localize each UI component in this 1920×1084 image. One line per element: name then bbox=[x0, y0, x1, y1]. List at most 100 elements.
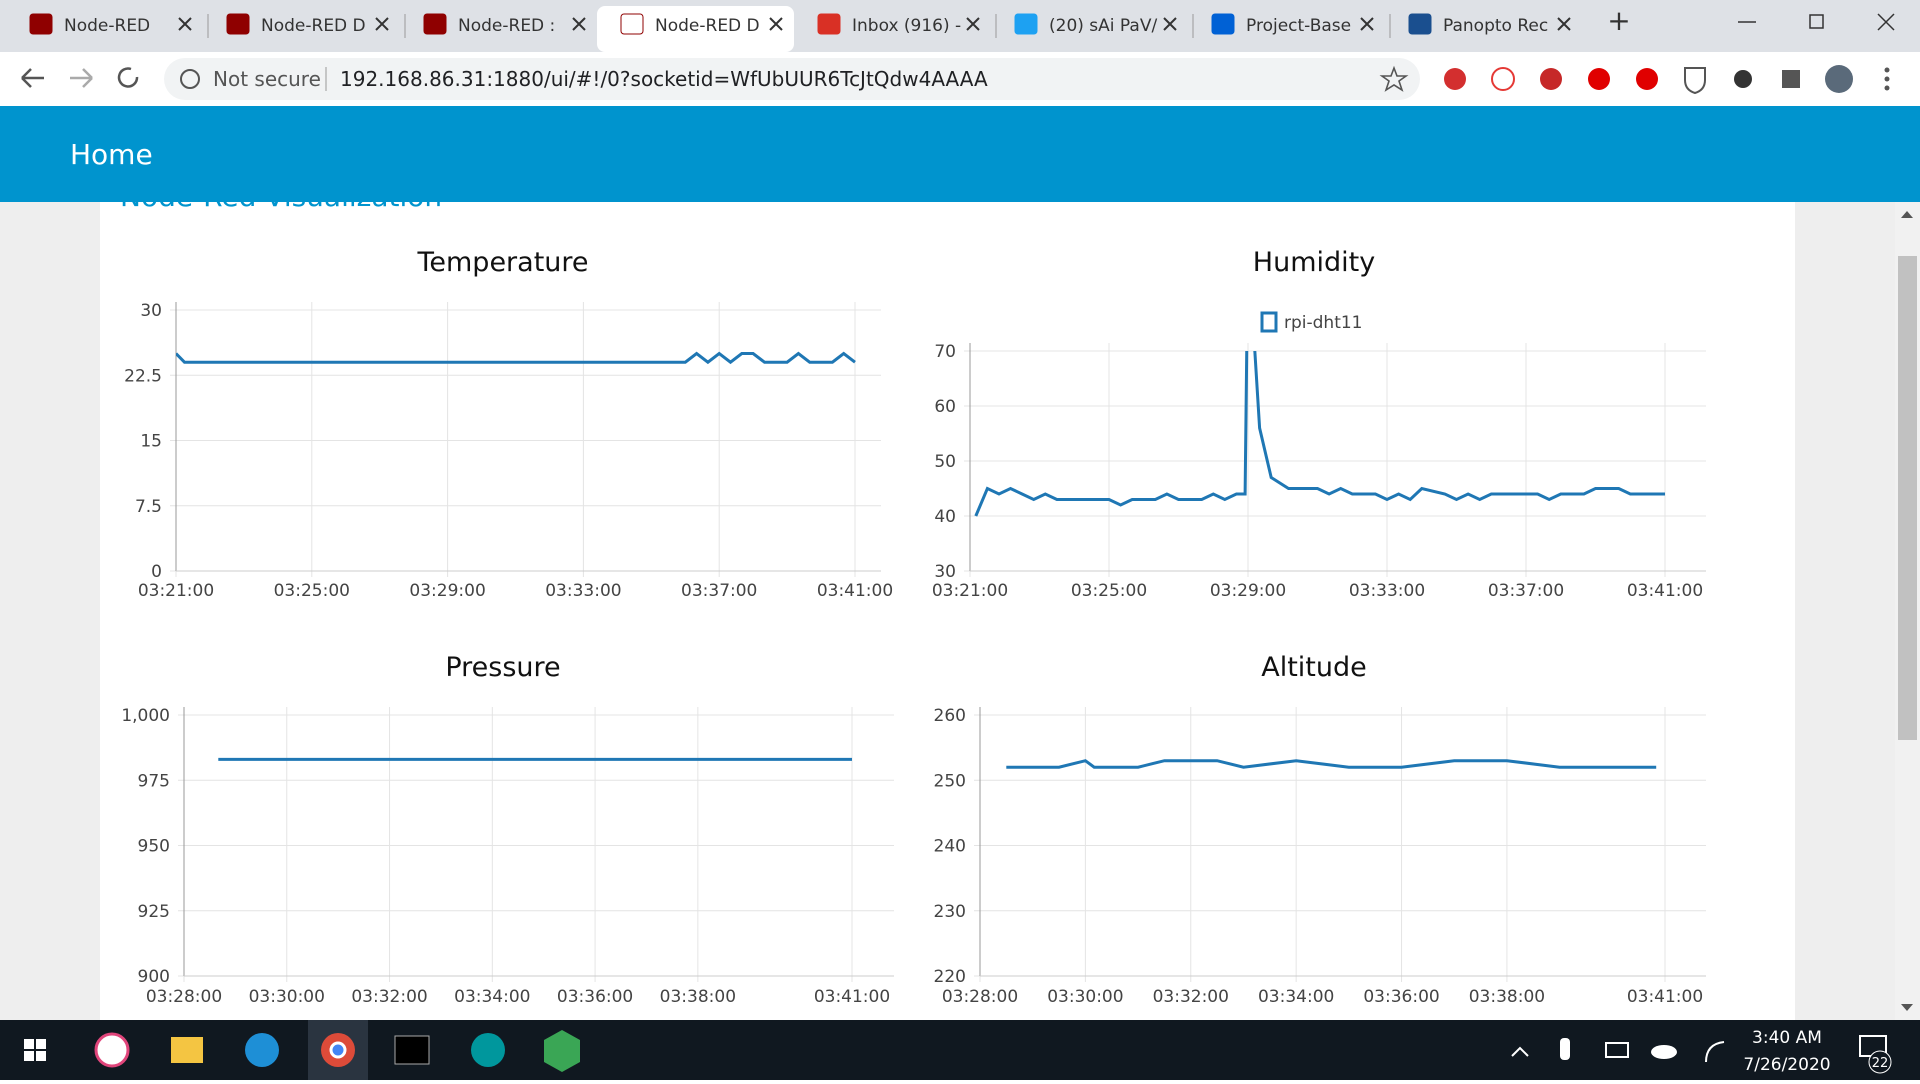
x-tick-label: 03:32:00 bbox=[1153, 987, 1229, 1007]
scroll-thumb[interactable] bbox=[1898, 256, 1917, 740]
taskbar-app[interactable] bbox=[394, 1035, 430, 1065]
legend-label[interactable]: rpi-dht11 bbox=[1284, 313, 1363, 333]
tab-close[interactable] bbox=[178, 17, 192, 31]
new-tab[interactable]: + bbox=[1607, 4, 1630, 37]
x-tick-label: 03:38:00 bbox=[1469, 987, 1545, 1007]
scroll-down[interactable] bbox=[1901, 1004, 1913, 1011]
y-tick-label: 30 bbox=[934, 562, 956, 582]
header-bar bbox=[0, 106, 1920, 202]
x-tick-label: 03:29:00 bbox=[409, 581, 485, 601]
extension[interactable] bbox=[1684, 67, 1706, 95]
tray-icon[interactable] bbox=[1560, 1038, 1570, 1060]
x-tick-label: 03:21:00 bbox=[932, 581, 1008, 601]
tray-chevron[interactable] bbox=[1511, 1046, 1529, 1057]
start-logo bbox=[24, 1039, 34, 1049]
tab-close[interactable] bbox=[769, 17, 783, 31]
extension[interactable] bbox=[1588, 68, 1610, 90]
menu[interactable] bbox=[1884, 76, 1890, 82]
line bbox=[974, 351, 1665, 517]
tab-close[interactable] bbox=[572, 17, 586, 31]
tab-strip bbox=[0, 0, 1920, 52]
notification-badge bbox=[1868, 1050, 1892, 1074]
tab-close[interactable] bbox=[375, 17, 389, 31]
reload[interactable] bbox=[117, 67, 139, 88]
y-tick-label: 7.5 bbox=[135, 497, 162, 517]
restore[interactable] bbox=[1809, 14, 1824, 29]
chart: Pressure 900 925 950 975 1,000 03:28:00 03:30:0… bbox=[121, 652, 894, 1007]
tab-close[interactable] bbox=[1360, 17, 1374, 31]
tab-close[interactable] bbox=[1163, 17, 1177, 31]
tab-icon bbox=[620, 13, 644, 35]
tab-title[interactable]: Node-RED bbox=[64, 16, 150, 36]
x-tick-label: 03:21:00 bbox=[138, 581, 214, 601]
legend-swatch[interactable] bbox=[1260, 311, 1278, 333]
tab-icon bbox=[423, 13, 447, 35]
extension[interactable] bbox=[1540, 68, 1562, 90]
tab-icon bbox=[1211, 13, 1235, 35]
x-tick-label: 03:36:00 bbox=[1363, 987, 1439, 1007]
x-tick-label: 03:33:00 bbox=[1349, 581, 1425, 601]
tab-icon bbox=[29, 13, 53, 35]
tab-close[interactable] bbox=[966, 17, 980, 31]
x-tick-label: 03:41:00 bbox=[1627, 987, 1703, 1007]
menu[interactable] bbox=[1884, 67, 1890, 73]
tab-icon bbox=[1408, 13, 1432, 35]
y-tick-label: 220 bbox=[934, 967, 966, 987]
x-tick-label: 03:36:00 bbox=[557, 987, 633, 1007]
y-tick-label: 50 bbox=[934, 452, 956, 472]
x-tick-label: 03:37:00 bbox=[1488, 581, 1564, 601]
clock-date[interactable]: 7/26/2020 bbox=[1743, 1055, 1830, 1075]
tray-icon[interactable] bbox=[1605, 1042, 1629, 1058]
bookmark-star[interactable] bbox=[1379, 65, 1409, 92]
extension[interactable] bbox=[1444, 68, 1466, 90]
taskbar bbox=[0, 1020, 1920, 1080]
taskbar-app[interactable] bbox=[245, 1033, 279, 1067]
close-window[interactable] bbox=[1877, 13, 1895, 31]
tab-title[interactable]: Inbox (916) - bbox=[852, 16, 961, 36]
back[interactable] bbox=[21, 68, 44, 88]
x-tick-label: 03:30:00 bbox=[249, 987, 325, 1007]
tab-title[interactable]: (20) sAi PaV/ bbox=[1049, 16, 1157, 36]
line bbox=[176, 351, 856, 365]
tab-title[interactable]: Node-RED D bbox=[261, 16, 366, 36]
tab-close[interactable] bbox=[1557, 17, 1571, 31]
extensions-menu[interactable] bbox=[1782, 70, 1800, 88]
y-tick-label: 40 bbox=[934, 507, 956, 527]
x-tick-label: 03:37:00 bbox=[681, 581, 757, 601]
extension[interactable] bbox=[1636, 68, 1658, 90]
tab-icon bbox=[817, 13, 841, 35]
menu[interactable] bbox=[1884, 85, 1890, 91]
x-tick-label: 03:41:00 bbox=[814, 987, 890, 1007]
taskbar-app[interactable] bbox=[471, 1033, 505, 1067]
group-card bbox=[100, 106, 1795, 1020]
profile[interactable] bbox=[1825, 65, 1853, 93]
taskbar-app[interactable] bbox=[94, 1032, 130, 1068]
y-tick-label: 925 bbox=[138, 902, 170, 922]
y-tick-label: 1,000 bbox=[121, 706, 170, 726]
header-title: Home bbox=[70, 138, 153, 171]
taskbar-app[interactable] bbox=[171, 1037, 203, 1063]
taskbar-app[interactable] bbox=[544, 1030, 580, 1072]
forward[interactable] bbox=[70, 68, 93, 88]
tray-icon[interactable] bbox=[1705, 1041, 1725, 1063]
tab-title[interactable]: Panopto Rec bbox=[1443, 16, 1548, 36]
tray-icon[interactable] bbox=[1651, 1045, 1677, 1059]
info-icon[interactable] bbox=[180, 69, 200, 89]
tab-title[interactable]: Project-Base bbox=[1246, 16, 1351, 36]
tab-title[interactable]: Node-RED D bbox=[655, 16, 760, 36]
omnibox[interactable] bbox=[164, 58, 1420, 100]
tab-title[interactable]: Node-RED : bbox=[458, 16, 555, 36]
y-tick-label: 70 bbox=[934, 342, 956, 362]
x-tick-label: 03:25:00 bbox=[274, 581, 350, 601]
scroll-up[interactable] bbox=[1901, 211, 1913, 218]
extension[interactable] bbox=[1734, 70, 1752, 88]
line bbox=[1006, 759, 1657, 769]
extension[interactable] bbox=[1491, 67, 1515, 91]
url[interactable]: 192.168.86.31:1880/ui/#!/0?socketid=WfUb… bbox=[340, 67, 988, 91]
y-tick-label: 0 bbox=[151, 562, 162, 582]
chart-title: Humidity bbox=[1253, 247, 1375, 278]
y-tick-label: 230 bbox=[934, 902, 966, 922]
clock-time[interactable]: 3:40 AM bbox=[1752, 1028, 1822, 1048]
start-button[interactable] bbox=[24, 1039, 46, 1061]
